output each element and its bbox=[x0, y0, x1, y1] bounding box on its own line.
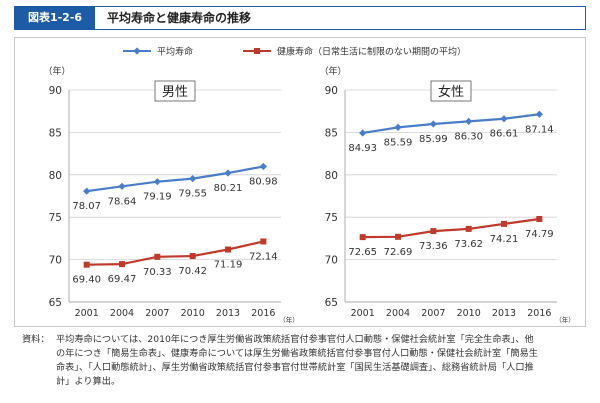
data-point bbox=[395, 233, 401, 240]
legend-swatch-marker bbox=[133, 47, 141, 55]
figure-title: 平均寿命と健康寿命の推移 bbox=[107, 11, 252, 25]
source-line: 計」より算出。 bbox=[56, 376, 121, 387]
series-line bbox=[86, 240, 264, 266]
x-tick-label: 2010 bbox=[457, 308, 481, 319]
panel-title-box bbox=[154, 80, 196, 102]
source-line: 平均寿命については、2010年につき厚生労働省政策統括官付参事官付人口動態・保健… bbox=[56, 334, 534, 345]
figure-header: 図表1-2-6 平均寿命と健康寿命の推移 bbox=[14, 6, 586, 30]
data-label: 87.14 bbox=[525, 124, 554, 135]
x-tick-label: 2004 bbox=[386, 308, 410, 319]
data-point bbox=[359, 234, 366, 241]
data-point bbox=[83, 261, 90, 268]
series-line bbox=[362, 113, 540, 135]
y-tick-label: 85 bbox=[49, 127, 62, 139]
panel-title-box bbox=[430, 80, 472, 102]
figure-label: 図表1-2-6 bbox=[15, 7, 95, 29]
data-label: 85.59 bbox=[384, 137, 413, 148]
data-label: 71.19 bbox=[214, 260, 243, 271]
y-unit-label: （年） bbox=[319, 65, 346, 77]
data-point bbox=[224, 169, 232, 177]
y-tick-label: 80 bbox=[325, 170, 338, 182]
data-label: 80.21 bbox=[214, 183, 243, 194]
data-point bbox=[394, 123, 402, 131]
y-tick-label: 65 bbox=[49, 297, 62, 309]
legend-swatch-marker bbox=[254, 48, 260, 54]
data-point bbox=[153, 178, 161, 186]
x-tick-label: 2013 bbox=[492, 308, 516, 319]
data-point bbox=[430, 228, 437, 235]
panel-title: 女性 bbox=[438, 84, 464, 100]
x-tick-label: 2016 bbox=[251, 308, 275, 319]
data-point bbox=[225, 246, 231, 253]
data-label: 69.47 bbox=[108, 274, 137, 285]
data-label: 73.62 bbox=[454, 239, 483, 250]
data-point bbox=[465, 225, 472, 232]
y-tick-label: 90 bbox=[49, 85, 62, 97]
data-label: 79.55 bbox=[178, 189, 207, 200]
x-tick-label: 2001 bbox=[75, 308, 99, 319]
data-label: 78.64 bbox=[108, 196, 137, 207]
data-point bbox=[83, 187, 91, 195]
data-point bbox=[501, 220, 507, 227]
data-point bbox=[465, 117, 473, 125]
data-label: 72.69 bbox=[384, 247, 413, 258]
source-label: 資料： bbox=[22, 334, 50, 345]
data-label: 72.65 bbox=[348, 247, 377, 258]
data-label: 80.98 bbox=[249, 176, 278, 187]
data-point bbox=[259, 162, 267, 171]
x-tick-label: 2007 bbox=[145, 308, 169, 319]
y-unit-label: （年） bbox=[43, 65, 70, 77]
data-label: 74.79 bbox=[525, 229, 554, 240]
y-tick-label: 70 bbox=[325, 255, 338, 267]
data-label: 73.36 bbox=[419, 241, 448, 252]
data-point bbox=[260, 238, 267, 245]
x-tick-label: 2007 bbox=[421, 308, 445, 319]
y-tick-label: 75 bbox=[49, 212, 62, 224]
x-tick-label: 2013 bbox=[216, 308, 240, 319]
data-point bbox=[189, 175, 197, 183]
data-point bbox=[154, 253, 161, 260]
data-point bbox=[500, 115, 508, 123]
data-point bbox=[118, 182, 126, 190]
x-unit-label: （年） bbox=[279, 315, 299, 324]
y-tick-label: 70 bbox=[49, 255, 62, 267]
chart-svg: 平均寿命 健康寿命（日常生活に制限のない期間の平均） （年） 65 70 75 80 85 90… bbox=[43, 46, 575, 325]
data-label: 84.93 bbox=[348, 143, 377, 154]
data-label: 70.33 bbox=[143, 267, 172, 278]
panel-title: 男性 bbox=[162, 85, 188, 100]
data-label: 86.61 bbox=[490, 129, 519, 140]
series-line bbox=[86, 165, 264, 193]
data-point bbox=[189, 253, 196, 260]
y-tick-label: 80 bbox=[49, 170, 62, 182]
data-point bbox=[536, 215, 543, 222]
data-point bbox=[359, 129, 367, 137]
legend-label: 平均寿命 bbox=[157, 46, 193, 58]
data-label: 85.99 bbox=[419, 134, 448, 145]
chart-area: 平均寿命 健康寿命（日常生活に制限のない期間の平均） （年） 65 70 75 80 85 90… bbox=[14, 37, 586, 327]
data-point bbox=[535, 110, 543, 118]
source-text: 平均寿命については、2010年につき厚生労働省政策統括官付参事官付人口動態・保健… bbox=[56, 333, 580, 389]
x-tick-label: 2010 bbox=[181, 308, 205, 319]
x-tick-label: 2001 bbox=[351, 308, 375, 319]
legend-label: 健康寿命（日常生活に制限のない期間の平均） bbox=[277, 46, 466, 58]
y-tick-label: 90 bbox=[325, 85, 338, 97]
x-tick-label: 2016 bbox=[527, 308, 551, 319]
data-label: 69.40 bbox=[72, 275, 101, 286]
data-label: 72.14 bbox=[249, 251, 278, 262]
source-line: の年につき「簡易生命表」、健康寿命については厚生労働省政策統括官付参事官付人口動… bbox=[56, 348, 538, 359]
data-label: 70.42 bbox=[178, 266, 207, 277]
y-tick-label: 85 bbox=[325, 127, 338, 139]
data-label: 79.19 bbox=[143, 192, 172, 203]
x-unit-label: （年） bbox=[555, 315, 575, 324]
data-point bbox=[429, 120, 437, 128]
data-point bbox=[119, 261, 125, 268]
x-tick-label: 2004 bbox=[110, 308, 134, 319]
y-tick-label: 65 bbox=[325, 297, 338, 309]
y-tick-label: 75 bbox=[325, 212, 338, 224]
series-line bbox=[362, 217, 540, 239]
data-label: 74.21 bbox=[490, 234, 519, 245]
source-line: 命表」、「人口動態統計」、厚生労働省政策統括官付参事官付世帯統計室「国民生活基礎… bbox=[56, 362, 534, 373]
data-label: 78.07 bbox=[72, 201, 101, 212]
data-label: 86.30 bbox=[454, 131, 483, 142]
